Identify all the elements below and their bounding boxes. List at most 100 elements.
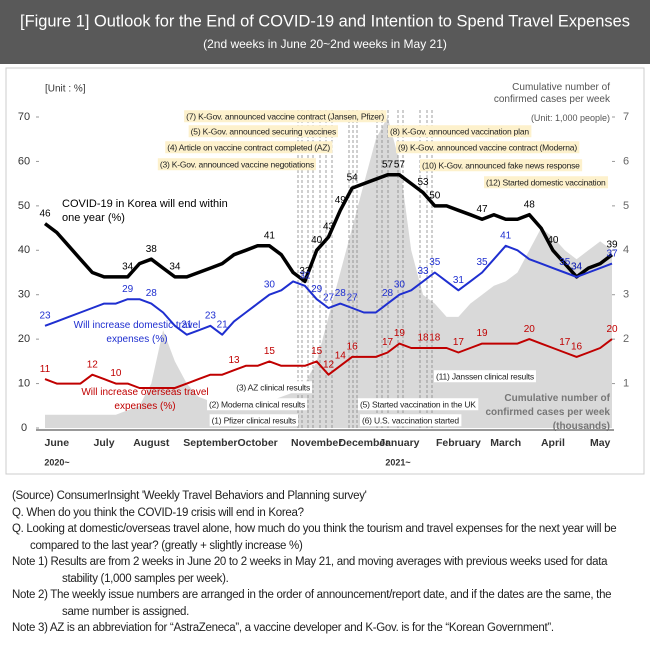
- annotation-box: [207, 398, 307, 411]
- x-tick-label: November: [291, 437, 342, 449]
- annotation-box: [165, 141, 333, 154]
- annotation-box: [360, 414, 462, 427]
- annotation: (11) Janssen clinical results: [436, 371, 534, 381]
- annotation-box: [396, 141, 580, 154]
- annotation-box: [157, 158, 316, 171]
- data-label: 17: [559, 337, 571, 348]
- data-label: 14: [335, 350, 347, 361]
- data-label: 57: [382, 159, 394, 170]
- data-label: 12: [87, 359, 99, 370]
- y2-tick-label: 1: [623, 377, 629, 389]
- data-label: 41: [264, 230, 276, 241]
- note: Note 2) The weekly issue numbers are arr…: [12, 589, 612, 618]
- data-label: 29: [311, 284, 323, 295]
- data-label: 28: [335, 288, 347, 299]
- annotation: (10) K-Gov. announced fake news response: [422, 160, 580, 170]
- chart: [Figure 1] Outlook for the End of COVID-…: [0, 0, 650, 475]
- annotation-box: [420, 159, 583, 172]
- data-label: 18: [417, 333, 429, 344]
- data-label: 12: [323, 359, 335, 370]
- x-tick-label: December: [339, 437, 390, 449]
- data-label: 32: [299, 270, 311, 281]
- note: Note 1) Results are from 2 weeks in June…: [12, 556, 608, 585]
- data-label: 28: [146, 288, 158, 299]
- x-tick-label: September: [183, 437, 237, 449]
- data-label: 33: [299, 266, 311, 277]
- annotation: (3) K-Gov. announced vaccine negotiation…: [160, 159, 314, 169]
- data-label: 27: [347, 293, 359, 304]
- data-label: 16: [571, 342, 583, 353]
- data-label: 39: [606, 239, 618, 250]
- note: Note 3) AZ is an abbreviation for “Astra…: [12, 622, 554, 634]
- data-label: 40: [547, 235, 559, 246]
- annotation: (7) K-Gov. announced vaccine contract (J…: [186, 111, 384, 121]
- annotation: (9) K-Gov. announced vaccine contract (M…: [398, 142, 577, 152]
- y-tick-label: 50: [18, 200, 30, 212]
- data-label: 20: [524, 324, 536, 335]
- y-tick-label: 70: [18, 111, 30, 123]
- data-label: 18: [429, 333, 441, 344]
- data-label: 43: [323, 222, 335, 233]
- area: [45, 117, 612, 428]
- data-label: 23: [39, 310, 51, 321]
- y-tick-label: 30: [18, 289, 30, 301]
- y2-axis-unit: (Unit: 1,000 people): [530, 113, 610, 123]
- annotation: (5) Started vaccination in the UK: [360, 399, 476, 409]
- annotation-box: [388, 125, 532, 138]
- annotation: (1) Pfizer clinical results: [212, 415, 296, 425]
- year-label: 2021~: [385, 457, 410, 467]
- header-band: [0, 0, 650, 64]
- data-label: 21: [217, 319, 229, 330]
- data-label: 35: [429, 257, 441, 268]
- line: [43, 173, 614, 284]
- data-label: 33: [417, 266, 429, 277]
- note: Q. When do you think the COVID-19 crisis…: [12, 506, 304, 519]
- data-label: 35: [559, 257, 571, 268]
- x-tick-label: March: [490, 437, 521, 449]
- data-label: 23: [205, 310, 217, 321]
- data-label: 27: [323, 293, 335, 304]
- annotation: (4) Article on vaccine contract complete…: [167, 142, 330, 152]
- data-label: 21: [181, 319, 193, 330]
- data-label: 53: [417, 177, 429, 188]
- annotation: (8) K-Gov. announced vaccination plan: [390, 126, 529, 136]
- annotation-box: [234, 381, 312, 394]
- data-label: 17: [382, 337, 394, 348]
- annotation: (6) U.S. vaccination started: [362, 415, 459, 425]
- year-label: 2020~: [44, 457, 69, 467]
- annotation: (5) K-Gov. announced securing vaccines: [191, 126, 336, 136]
- data-label: 37: [606, 248, 618, 259]
- series-label: Cumulative number of confirmed cases per…: [485, 393, 610, 432]
- series-label: COVID-19 in Korea will end within one ye…: [62, 198, 228, 224]
- data-label: 17: [453, 337, 465, 348]
- data-label: 49: [335, 195, 347, 206]
- annotation: (3) AZ clinical results: [236, 382, 310, 392]
- data-label: 57: [394, 159, 406, 170]
- y2-tick-label: 4: [623, 244, 629, 256]
- line: [44, 244, 613, 336]
- x-tick-label: October: [237, 437, 277, 449]
- annotation-box: [358, 398, 479, 411]
- data-label: 13: [228, 355, 240, 366]
- y-tick-label: 0: [21, 422, 27, 434]
- y-tick-label: 40: [18, 244, 30, 256]
- line: [44, 338, 613, 389]
- annotation-box: [484, 176, 609, 189]
- data-label: 30: [264, 279, 276, 290]
- series-label: Will increase overseas travel expenses (…: [81, 387, 209, 412]
- x-tick-label: June: [45, 437, 70, 449]
- data-label: 47: [477, 204, 489, 215]
- data-label: 46: [39, 208, 51, 219]
- data-label: 38: [146, 244, 158, 255]
- data-label: 34: [122, 262, 134, 273]
- y2-axis-label: Cumulative number of confirmed cases per…: [493, 82, 610, 105]
- y2-tick-label: 7: [623, 111, 629, 123]
- data-label: 31: [453, 275, 465, 286]
- y-tick-label: 60: [18, 155, 30, 167]
- data-label: 30: [394, 279, 406, 290]
- data-label: 19: [394, 328, 406, 339]
- annotation: (12) Started domestic vaccination: [486, 177, 606, 187]
- y2-tick-label: 3: [623, 289, 629, 301]
- data-label: 15: [264, 346, 276, 357]
- data-label: 35: [477, 257, 489, 268]
